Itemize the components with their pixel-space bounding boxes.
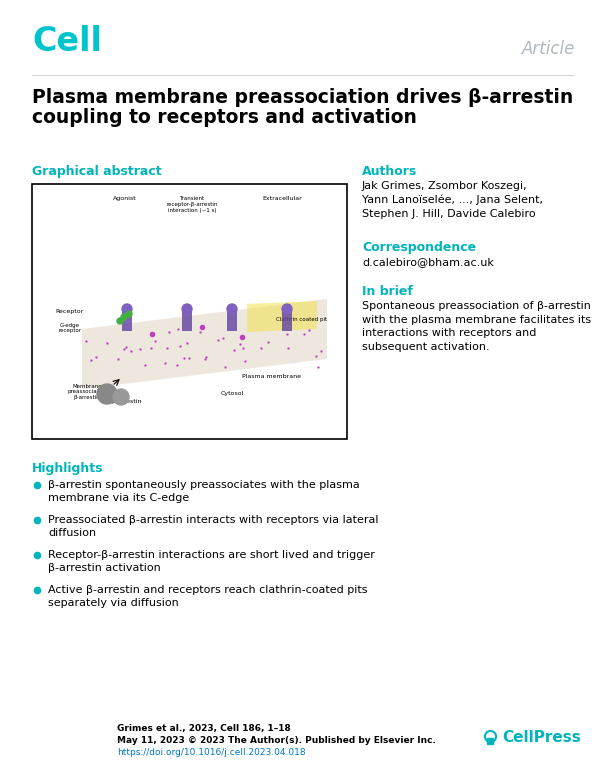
Bar <box>182 311 192 331</box>
Text: Graphical abstract: Graphical abstract <box>32 165 162 178</box>
Text: Transient
receptor-β-arrestin
interaction (~1 s): Transient receptor-β-arrestin interactio… <box>166 196 218 213</box>
Text: Receptor: Receptor <box>56 309 84 314</box>
Text: Article: Article <box>522 40 575 58</box>
Polygon shape <box>82 299 327 389</box>
Bar <box>282 311 292 331</box>
Text: CellPress: CellPress <box>502 730 581 745</box>
Text: Plasma membrane preassociation drives β-arrestin: Plasma membrane preassociation drives β-… <box>32 88 573 107</box>
Text: Membrane
preassociated
β-arrestin: Membrane preassociated β-arrestin <box>68 384 106 400</box>
Text: β-arrestin: β-arrestin <box>112 399 142 404</box>
Circle shape <box>282 304 292 314</box>
Bar <box>32 184 347 439</box>
Text: Highlights: Highlights <box>32 462 104 475</box>
Circle shape <box>227 304 237 314</box>
Text: Authors: Authors <box>362 165 417 178</box>
Text: G-edge
receptor: G-edge receptor <box>58 323 81 334</box>
Polygon shape <box>247 301 317 332</box>
Circle shape <box>182 304 192 314</box>
Circle shape <box>113 389 129 405</box>
Text: Grimes et al., 2023, Cell 186, 1–18: Grimes et al., 2023, Cell 186, 1–18 <box>117 724 291 733</box>
Circle shape <box>121 314 127 320</box>
Text: In brief: In brief <box>362 285 413 298</box>
Text: Preassociated β-arrestin interacts with receptors via lateral
diffusion: Preassociated β-arrestin interacts with … <box>48 515 379 538</box>
Text: Jak Grimes, Zsombor Koszegi,
Yann Lanoïselée, ..., Jana Selent,
Stephen J. Hill,: Jak Grimes, Zsombor Koszegi, Yann Lanoïs… <box>362 181 543 219</box>
Text: Spontaneous preassociation of β-arrestin
with the plasma membrane facilitates it: Spontaneous preassociation of β-arrestin… <box>362 301 591 352</box>
Text: coupling to receptors and activation: coupling to receptors and activation <box>32 108 417 127</box>
Text: Plasma membrane: Plasma membrane <box>242 374 302 379</box>
Text: Cytosol: Cytosol <box>220 391 244 396</box>
Text: Cell: Cell <box>32 25 102 58</box>
Text: Agonist: Agonist <box>113 196 137 201</box>
Circle shape <box>117 318 123 324</box>
Circle shape <box>97 384 117 404</box>
Text: Clathrin coated pit: Clathrin coated pit <box>276 317 327 322</box>
Bar <box>227 311 237 331</box>
Text: Active β-arrestin and receptors reach clathrin-coated pits
separately via diffus: Active β-arrestin and receptors reach cl… <box>48 585 367 608</box>
Circle shape <box>122 304 132 314</box>
Text: Receptor-β-arrestin interactions are short lived and trigger
β-arrestin activati: Receptor-β-arrestin interactions are sho… <box>48 550 375 573</box>
Circle shape <box>126 311 132 317</box>
Text: Correspondence: Correspondence <box>362 241 476 254</box>
Bar <box>122 311 132 331</box>
Text: https://doi.org/10.1016/j.cell.2023.04.018: https://doi.org/10.1016/j.cell.2023.04.0… <box>117 748 306 757</box>
Text: d.calebiro@bham.ac.uk: d.calebiro@bham.ac.uk <box>362 257 494 267</box>
Text: Extracellular: Extracellular <box>262 196 302 201</box>
Text: May 11, 2023 © 2023 The Author(s). Published by Elsevier Inc.: May 11, 2023 © 2023 The Author(s). Publi… <box>117 736 436 745</box>
Text: β-arrestin spontaneously preassociates with the plasma
membrane via its C-edge: β-arrestin spontaneously preassociates w… <box>48 480 360 503</box>
